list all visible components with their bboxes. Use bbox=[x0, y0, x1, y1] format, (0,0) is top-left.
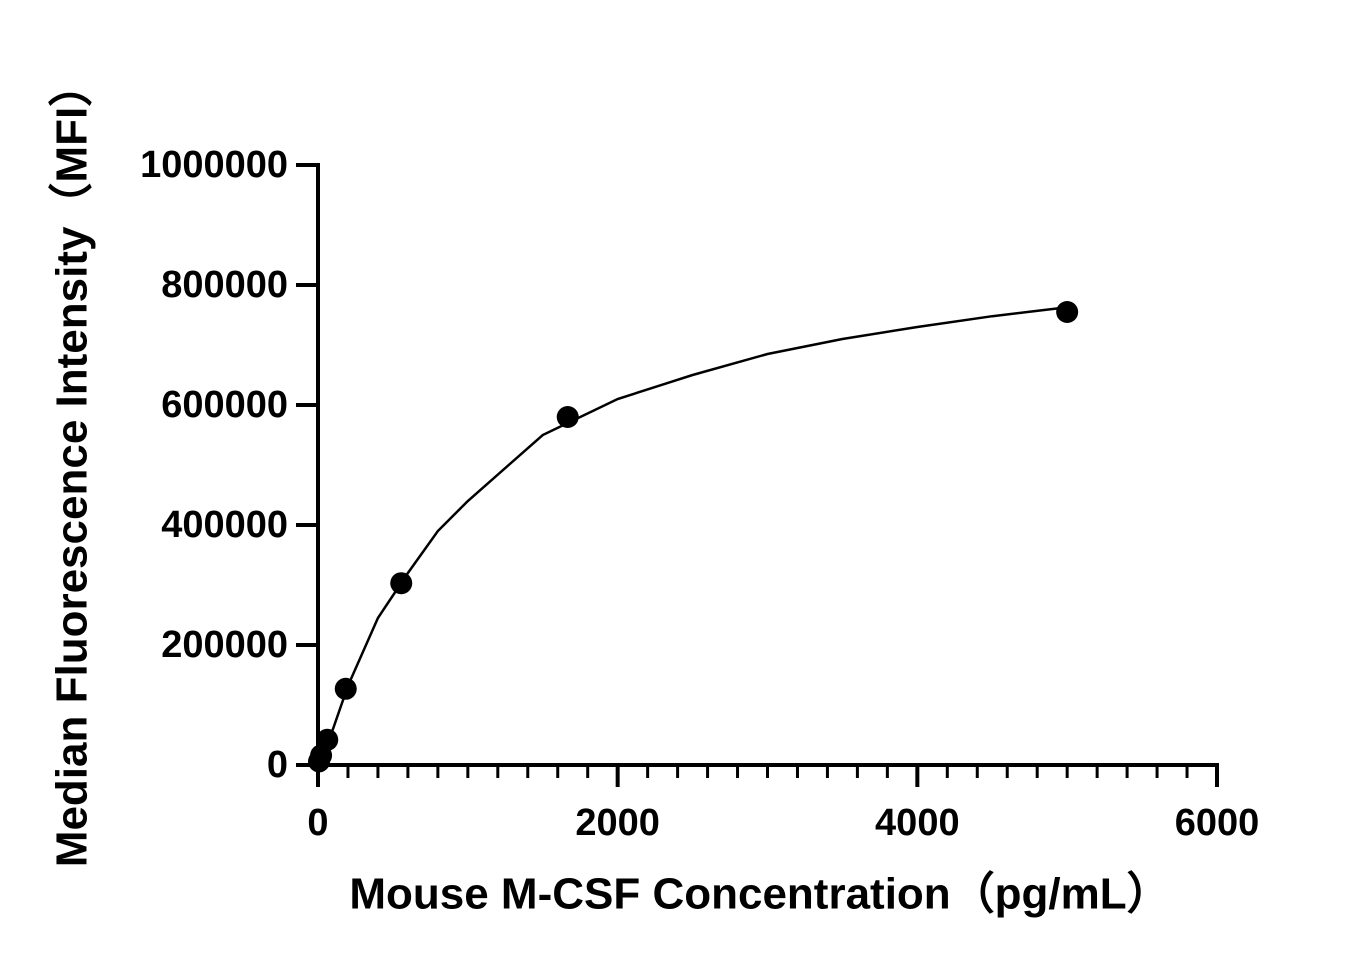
y-tick-label: 200000 bbox=[161, 624, 288, 666]
data-point bbox=[556, 406, 579, 428]
x-axis-label: Mouse M-CSF Concentration（pg/mL） bbox=[349, 870, 1170, 919]
y-tick-label: 0 bbox=[267, 744, 288, 786]
y-tick-label: 400000 bbox=[161, 504, 288, 546]
data-point bbox=[1056, 301, 1079, 323]
x-tick-label: 4000 bbox=[875, 802, 960, 844]
y-tick-label: 600000 bbox=[161, 384, 288, 426]
y-tick-label: 800000 bbox=[161, 264, 288, 306]
x-tick-label: 2000 bbox=[575, 802, 660, 844]
x-tick-label: 6000 bbox=[1175, 802, 1260, 844]
x-tick-label: 0 bbox=[307, 802, 328, 844]
fit-curve bbox=[316, 305, 1068, 766]
y-axis-label: Median Fluorescence Intensity（MFI） bbox=[48, 63, 97, 867]
y-tick-label: 1000000 bbox=[140, 144, 288, 186]
